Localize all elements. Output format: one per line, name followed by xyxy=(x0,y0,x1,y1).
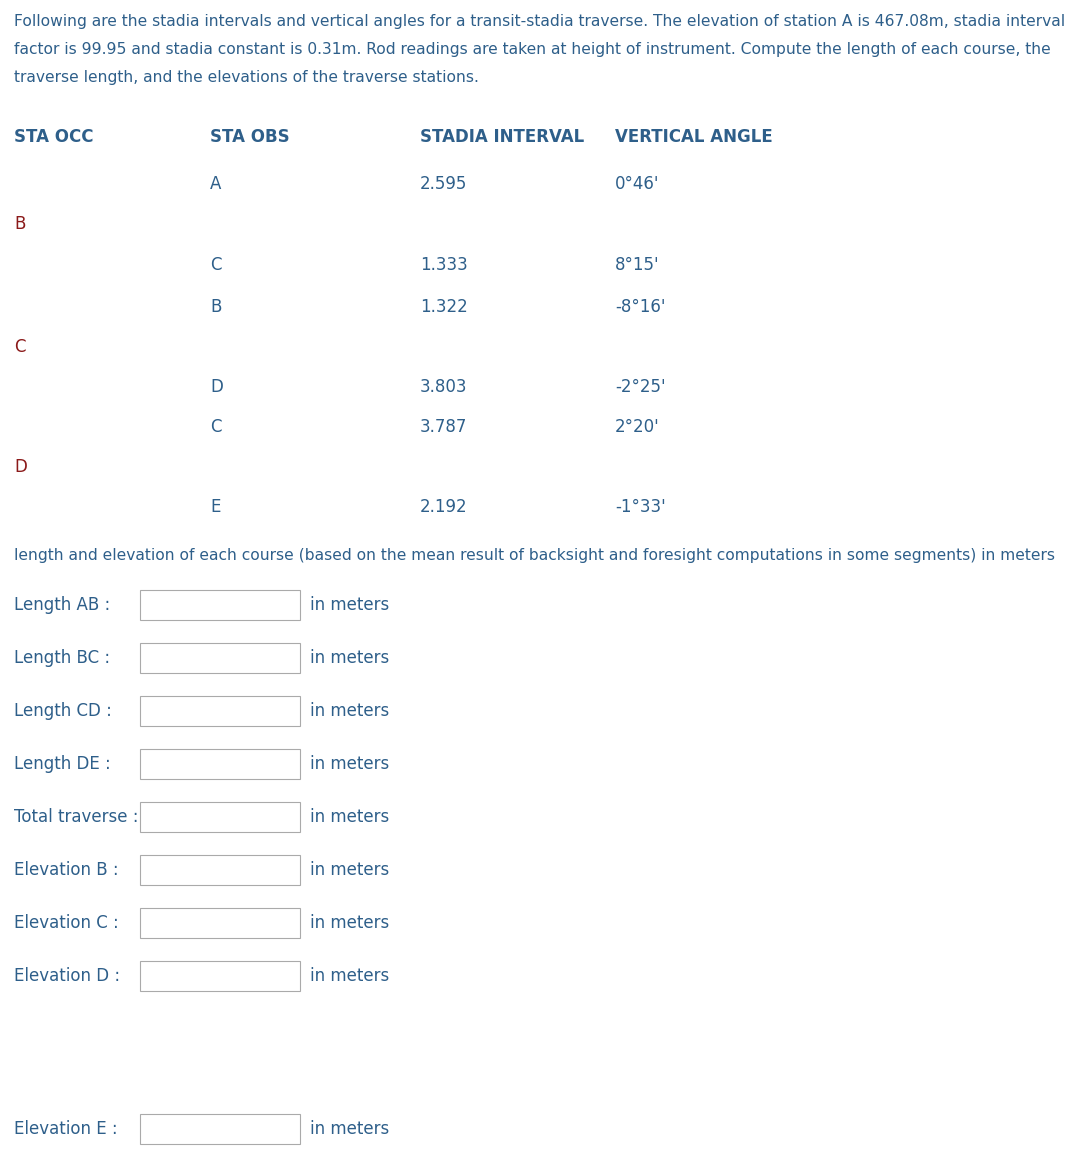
Text: in meters: in meters xyxy=(310,1120,389,1138)
Text: C: C xyxy=(14,338,26,356)
Bar xyxy=(140,908,300,938)
Text: Following are the stadia intervals and vertical angles for a transit-stadia trav: Following are the stadia intervals and v… xyxy=(14,14,1065,29)
Text: -8°16': -8°16' xyxy=(615,299,666,316)
Text: Length BC :: Length BC : xyxy=(14,649,110,666)
Text: D: D xyxy=(210,378,223,396)
Text: in meters: in meters xyxy=(310,596,389,614)
Text: C: C xyxy=(210,256,222,274)
Text: 0°46': 0°46' xyxy=(615,175,659,193)
Text: -2°25': -2°25' xyxy=(615,378,666,396)
Text: VERTICAL ANGLE: VERTICAL ANGLE xyxy=(615,128,773,146)
Text: Elevation C :: Elevation C : xyxy=(14,914,119,933)
Text: E: E xyxy=(210,498,220,516)
Text: in meters: in meters xyxy=(310,702,389,720)
Text: Length AB :: Length AB : xyxy=(14,596,111,614)
Text: 2°20': 2°20' xyxy=(615,418,659,436)
Text: D: D xyxy=(14,458,27,476)
Text: STA OCC: STA OCC xyxy=(14,128,94,146)
Bar xyxy=(140,749,300,779)
Text: A: A xyxy=(210,175,222,193)
Text: 2.192: 2.192 xyxy=(420,498,468,516)
Text: B: B xyxy=(210,299,222,316)
Bar xyxy=(140,1114,300,1144)
Text: 8°15': 8°15' xyxy=(615,256,659,274)
Text: in meters: in meters xyxy=(310,649,389,666)
Text: 1.322: 1.322 xyxy=(420,299,468,316)
Text: 1.333: 1.333 xyxy=(420,256,468,274)
Bar xyxy=(140,855,300,885)
Bar xyxy=(140,697,300,725)
Text: in meters: in meters xyxy=(310,914,389,933)
Text: Elevation D :: Elevation D : xyxy=(14,967,120,985)
Text: 3.787: 3.787 xyxy=(420,418,468,436)
Text: in meters: in meters xyxy=(310,861,389,879)
Text: Length CD :: Length CD : xyxy=(14,702,112,720)
Text: in meters: in meters xyxy=(310,808,389,826)
Text: B: B xyxy=(14,215,26,233)
Text: factor is 99.95 and stadia constant is 0.31m. Rod readings are taken at height o: factor is 99.95 and stadia constant is 0… xyxy=(14,42,1051,57)
Bar xyxy=(140,643,300,673)
Text: Elevation B :: Elevation B : xyxy=(14,861,118,879)
Text: 2.595: 2.595 xyxy=(420,175,468,193)
Text: traverse length, and the elevations of the traverse stations.: traverse length, and the elevations of t… xyxy=(14,71,479,84)
Text: in meters: in meters xyxy=(310,756,389,773)
Bar xyxy=(140,961,300,992)
Text: Length DE :: Length DE : xyxy=(14,756,111,773)
Text: length and elevation of each course (based on the mean result of backsight and f: length and elevation of each course (bas… xyxy=(14,548,1055,563)
Text: STADIA INTERVAL: STADIA INTERVAL xyxy=(420,128,585,146)
Text: 3.803: 3.803 xyxy=(420,378,468,396)
Text: C: C xyxy=(210,418,222,436)
Text: STA OBS: STA OBS xyxy=(210,128,290,146)
Bar xyxy=(140,590,300,620)
Text: Total traverse :: Total traverse : xyxy=(14,808,138,826)
Text: in meters: in meters xyxy=(310,967,389,985)
Text: Elevation E :: Elevation E : xyxy=(14,1120,117,1138)
Text: -1°33': -1°33' xyxy=(615,498,666,516)
Bar xyxy=(140,802,300,832)
